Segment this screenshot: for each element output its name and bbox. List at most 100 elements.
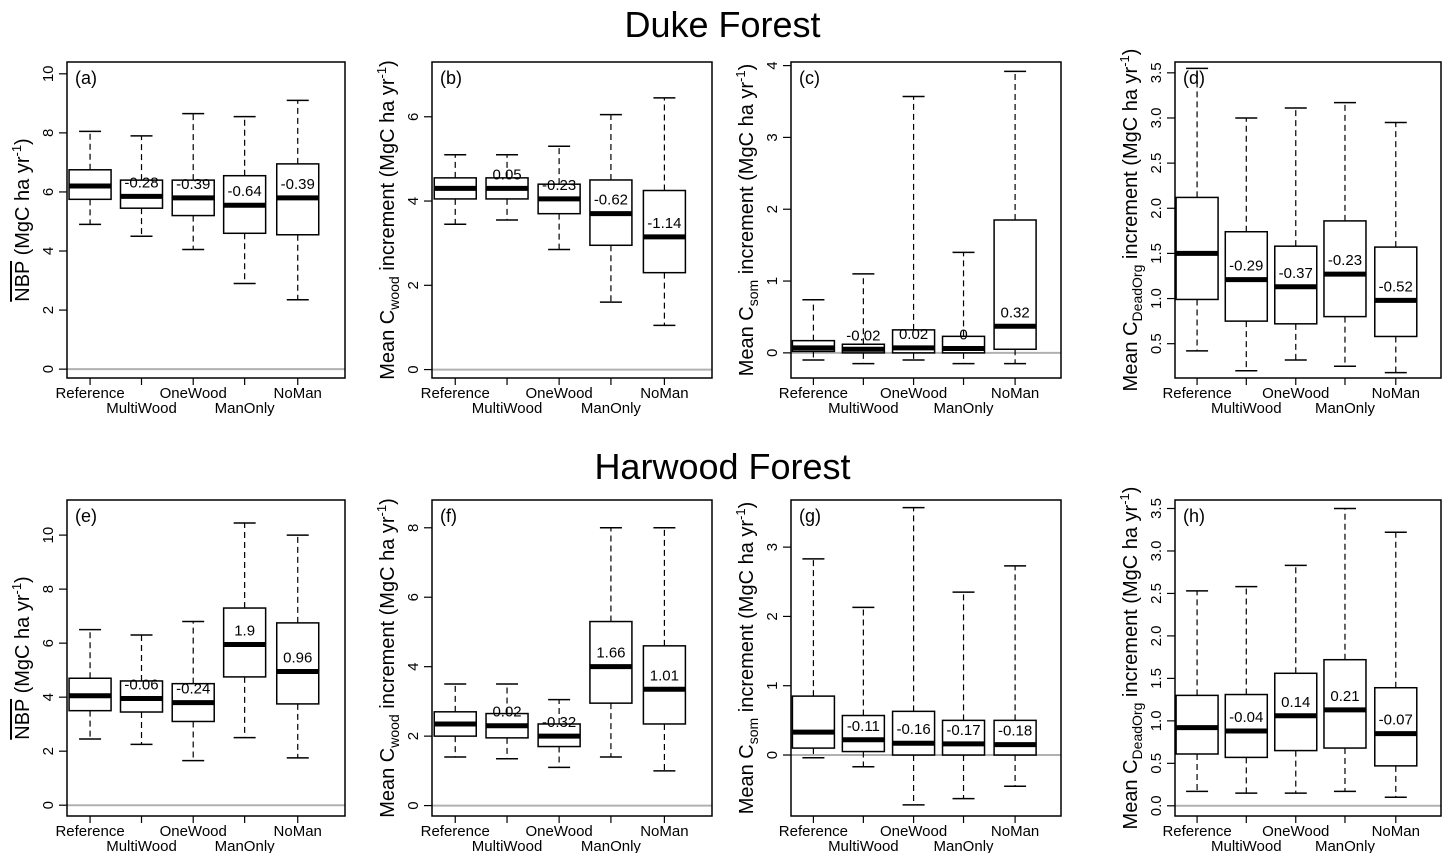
difference-label: -0.39: [176, 176, 210, 193]
box-Reference: [1175, 590, 1219, 793]
y-tick-label: 3.0: [1148, 108, 1165, 129]
y-tick-label: 3.0: [1148, 541, 1165, 562]
x-tick-label: ManOnly: [215, 400, 276, 417]
y-tick-label: 6: [405, 113, 422, 121]
y-tick-label: 2.0: [1148, 625, 1165, 646]
y-axis-label: NBP (MgC ha yr-1): [9, 138, 34, 301]
x-tick-label: NoMan: [991, 823, 1039, 840]
difference-label: -0.39: [281, 176, 315, 193]
difference-label: 0.14: [1281, 694, 1310, 711]
y-tick-label: 0.5: [1148, 753, 1165, 774]
box-NoMan: -0.18: [993, 565, 1037, 787]
difference-label: 1.66: [596, 645, 625, 662]
panel-label: (g): [799, 506, 821, 526]
panel-f: 0.02 -0.32 1.66 1.01 0 2 4 6 8 ReferenceMultiWood…: [374, 498, 713, 853]
panel-a: -0.28 -0.39 -0.64 -0.39 0 2 4 6 8 10 ReferenceMult…: [9, 61, 346, 417]
x-tick-label: OneWood: [160, 823, 227, 840]
difference-label: -0.37: [1279, 265, 1313, 282]
x-tick-label: MultiWood: [828, 838, 899, 853]
plot-frame: [431, 499, 713, 817]
box-Reference: [791, 558, 836, 759]
y-tick-label: 3: [764, 543, 781, 551]
y-tick-label: 8: [40, 129, 57, 137]
panel-label: (a): [75, 68, 97, 88]
box-OneWood: -0.23: [537, 145, 581, 251]
difference-label: -0.23: [542, 177, 576, 194]
plot-frame: [1174, 499, 1442, 817]
box-MultiWood: -0.28: [119, 135, 164, 237]
y-tick-label: 6: [405, 593, 422, 601]
x-tick-label: ManOnly: [1315, 400, 1376, 417]
y-tick-label: 2: [764, 205, 781, 213]
y-axis-label: Mean CDeadOrg increment (MgC ha yr-1): [1117, 49, 1145, 392]
y-tick-label: 4: [405, 663, 422, 671]
box-ManOnly: 1.9: [222, 522, 267, 739]
y-axis-label: Mean CDeadOrg increment (MgC ha yr-1): [1117, 487, 1145, 830]
x-tick-label: OneWood: [525, 823, 592, 840]
y-axis-label: NBP (MgC ha yr-1): [9, 576, 34, 739]
x-tick-label: OneWood: [160, 385, 227, 402]
panel-label: (d): [1183, 68, 1205, 88]
plot-frame: [1174, 61, 1442, 379]
x-tick-label: MultiWood: [1211, 838, 1282, 853]
y-tick-label: 0: [764, 751, 781, 759]
box-NoMan: -0.39: [275, 99, 320, 301]
box-OneWood: -0.39: [171, 112, 215, 251]
y-tick-label: 2.5: [1148, 153, 1165, 174]
difference-label: 0.96: [283, 650, 312, 667]
box-NoMan: -0.07: [1374, 531, 1418, 799]
box-NoMan: 0.96: [275, 534, 320, 759]
y-tick-label: 4: [405, 197, 422, 205]
box-Reference: [68, 130, 112, 226]
panel-e: -0.06 -0.24 1.9 0.96 0 2 4 6 8 10 ReferenceMultiWo…: [9, 499, 346, 853]
difference-label: -0.07: [1379, 712, 1413, 729]
x-tick-label: MultiWood: [472, 838, 543, 853]
plot-frame: [66, 61, 346, 379]
x-tick-label: ManOnly: [934, 400, 995, 417]
difference-label: 1.9: [234, 622, 255, 639]
x-tick-label: Reference: [55, 385, 124, 402]
x-tick-label: Reference: [421, 823, 490, 840]
difference-label: -0.02: [846, 327, 880, 344]
box-ManOnly: -0.62: [589, 113, 633, 303]
y-tick-label: 6: [40, 188, 57, 196]
x-tick-label: Reference: [55, 823, 124, 840]
box-ManOnly: -0.64: [222, 115, 267, 285]
y-tick-label: 4: [40, 247, 57, 255]
box-OneWood: 0.14: [1274, 564, 1318, 794]
y-tick-label: 0: [405, 365, 422, 373]
x-tick-label: MultiWood: [106, 838, 177, 853]
x-tick-label: ManOnly: [934, 838, 995, 853]
iqr-box: [1374, 246, 1418, 338]
box-ManOnly: -0.17: [941, 591, 986, 800]
x-tick-label: MultiWood: [106, 400, 177, 417]
y-axis-label: Mean Csom increment (MgC ha yr-1): [733, 502, 761, 815]
difference-label: -0.17: [946, 722, 980, 739]
difference-label: -0.06: [124, 677, 158, 694]
difference-label: -0.04: [1229, 709, 1263, 726]
y-tick-label: 0.0: [1148, 795, 1165, 816]
box-MultiWood: -0.29: [1224, 117, 1269, 372]
iqr-box: [275, 622, 320, 705]
iqr-box: [891, 710, 936, 756]
panel-h: -0.04 0.14 0.21 -0.07 0.0 0.5 1.0 1.5 2.0 2.5 3.0 3…: [1117, 487, 1442, 853]
plot-frame: [790, 499, 1062, 817]
box-MultiWood: -0.02: [841, 273, 886, 365]
iqr-box: [993, 219, 1037, 351]
y-axis-label: Mean Cwood increment (MgC ha yr-1): [374, 60, 402, 380]
y-tick-label: 2: [40, 306, 57, 314]
panel-c: -0.02 0.02 0 0.32 0 1 2 3 4 ReferenceMultiWoodOne…: [733, 61, 1062, 417]
difference-label: -1.14: [647, 215, 681, 232]
y-axis-label: Mean Csom increment (MgC ha yr-1): [733, 64, 761, 377]
difference-label: 0: [959, 327, 967, 344]
x-tick-label: OneWood: [880, 385, 947, 402]
y-tick-label: 2: [405, 281, 422, 289]
x-tick-label: Reference: [779, 823, 848, 840]
y-tick-label: 4: [764, 61, 781, 69]
panel-d: -0.29 -0.37 -0.23 -0.52 0.5 1.0 1.5 2.0 2.5 3.0 3.…: [1117, 49, 1442, 417]
y-tick-label: 6: [40, 639, 57, 647]
y-tick-label: 3.5: [1148, 498, 1165, 519]
difference-label: -0.32: [542, 714, 576, 731]
panel-label: (f): [440, 506, 457, 526]
